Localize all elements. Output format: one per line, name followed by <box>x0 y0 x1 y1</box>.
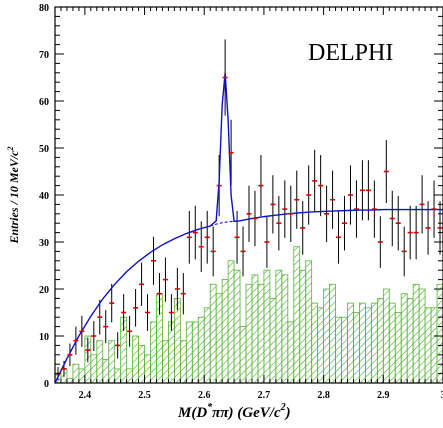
x-tick-label: 2.4 <box>79 390 92 401</box>
x-tick-label: 2.9 <box>377 390 390 401</box>
y-tick-label: 0 <box>44 379 49 390</box>
x-axis-label-star: * <box>207 402 213 413</box>
x-axis-label-close: ) <box>284 405 291 421</box>
y-tick-label: 80 <box>39 3 49 14</box>
x-tick-label: 3 <box>441 390 443 401</box>
y-tick-label: 20 <box>39 285 49 296</box>
y-axis-ticks: 0 10 20 30 40 50 60 70 80 <box>39 3 443 390</box>
fit-line <box>55 72 443 383</box>
background-fit-dashed <box>210 220 241 227</box>
x-axis-label: M(D*ππ) (GeV/c2) <box>177 402 291 421</box>
y-tick-label: 40 <box>39 191 49 202</box>
background-histogram-fill <box>55 246 443 383</box>
fit-curve <box>55 72 443 383</box>
y-axis-label: Entries / 10 MeV/c2 <box>6 146 21 244</box>
x-axis-label-main: M(D <box>177 405 207 421</box>
x-tick-label: 2.5 <box>138 390 151 401</box>
x-tick-label: 2.6 <box>198 390 211 401</box>
x-axis-label-tail: ππ) (GeV/c <box>212 405 281 421</box>
x-tick-label: 2.8 <box>317 390 330 401</box>
background-bin <box>108 340 116 383</box>
background-histogram <box>55 246 443 383</box>
y-axis-label-main: Entries / 10 MeV/c <box>7 150 21 245</box>
y-axis-label-sup: 2 <box>6 146 15 151</box>
y-tick-label: 70 <box>39 50 49 61</box>
x-axis-ticks: 2.4 2.5 2.6 2.7 2.8 2.9 3 <box>54 7 443 401</box>
experiment-label: DELPHI <box>308 40 393 66</box>
x-axis-label-sup: 2 <box>280 402 286 413</box>
y-tick-label: 50 <box>39 144 49 155</box>
y-tick-label: 30 <box>39 238 49 249</box>
y-tick-label: 10 <box>39 332 49 343</box>
data-points <box>55 76 443 375</box>
y-tick-label: 60 <box>39 97 49 108</box>
x-tick-label: 2.7 <box>258 390 271 401</box>
